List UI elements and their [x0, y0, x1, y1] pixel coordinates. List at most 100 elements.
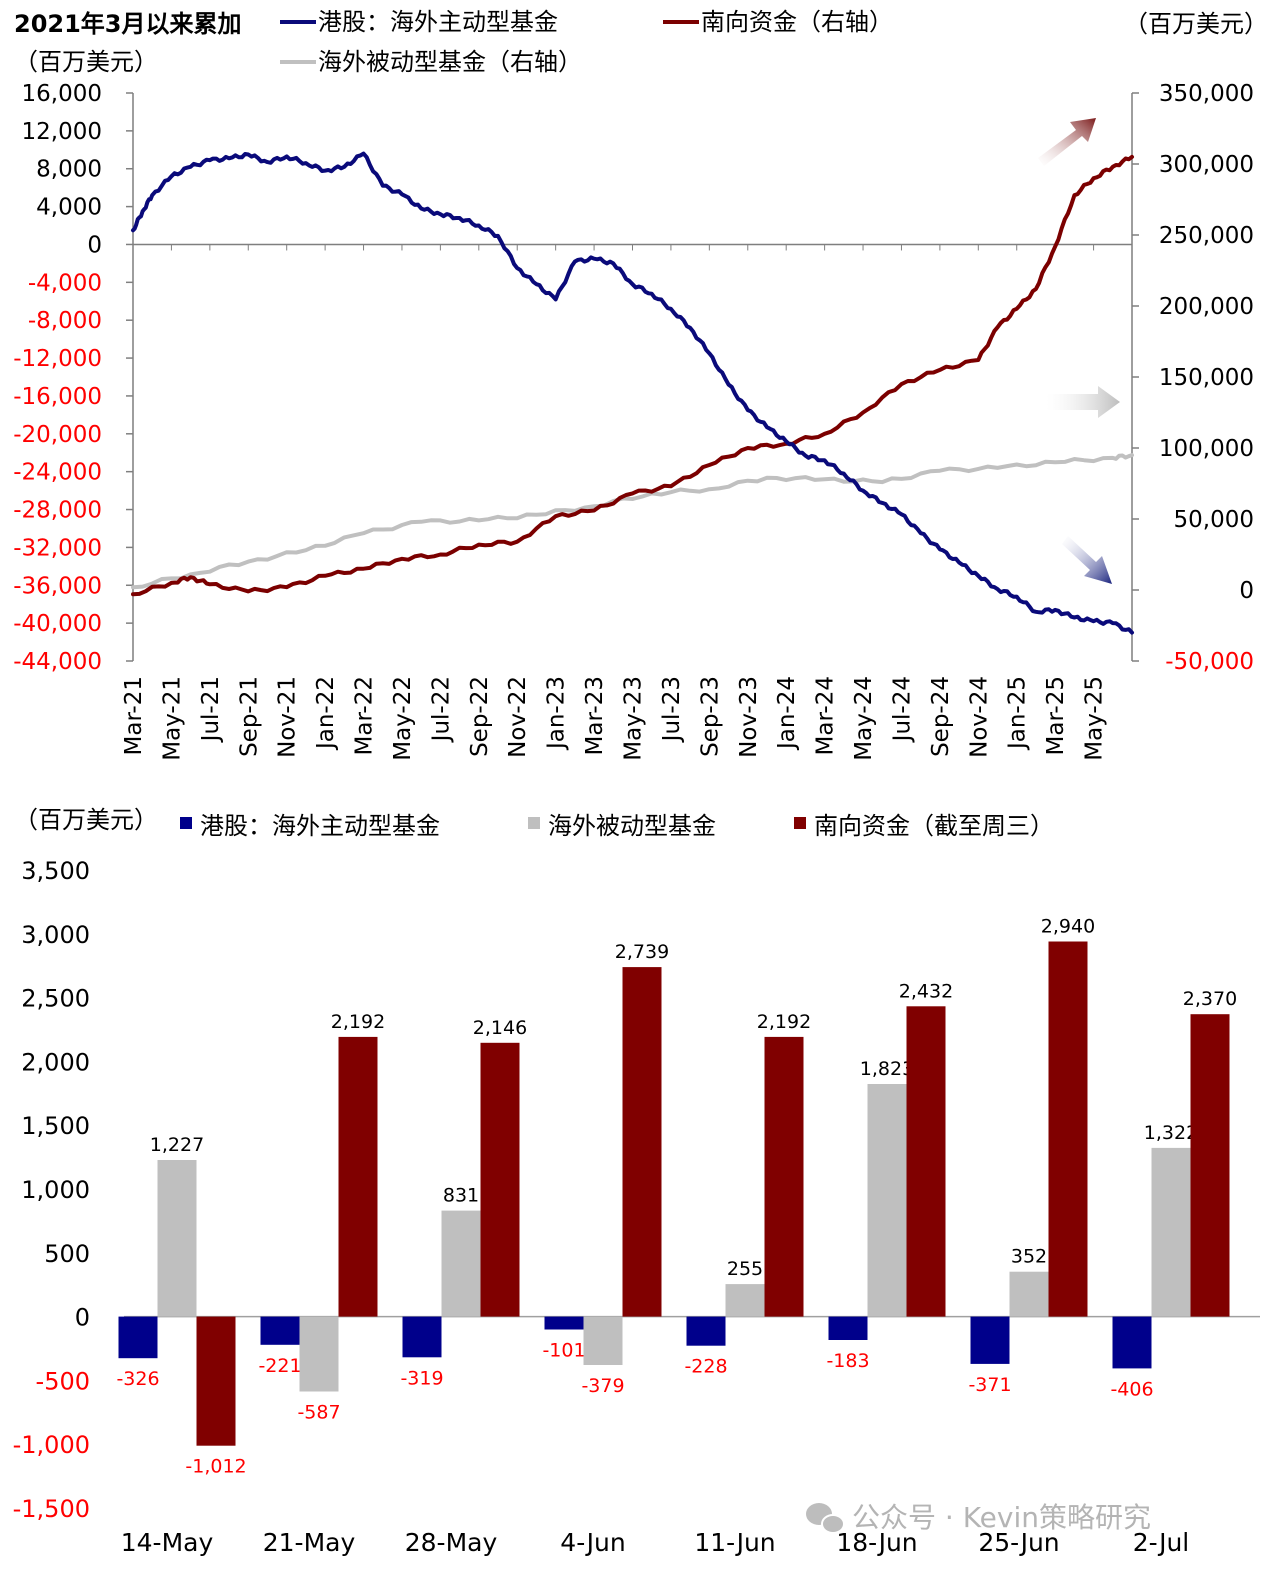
x-tick-label: Jul-23 [659, 676, 685, 743]
bar-y-tick-label: 3,000 [21, 921, 90, 949]
bar-category-label: 2-Jul [1133, 1528, 1189, 1557]
line-series [131, 151, 1134, 635]
x-tick-label: Nov-22 [505, 676, 531, 758]
x-tick-label: Jul-22 [428, 676, 454, 743]
x-tick-label: Sep-21 [236, 676, 262, 757]
x-tick-label: Jan-25 [1005, 676, 1031, 751]
left-tick-label: 4,000 [36, 195, 102, 221]
trend-arrows [1038, 118, 1120, 584]
watermark: 公众号 · Kevin策略研究 [806, 1501, 1151, 1534]
left-tick-label: -4,000 [28, 270, 102, 296]
down-arrow-icon [1062, 536, 1112, 584]
left-tick-label: -28,000 [13, 498, 102, 524]
bar-y-tick-label: 1,500 [21, 1112, 90, 1140]
bar-y-tick-label: 2,000 [21, 1048, 90, 1076]
left-tick-label: -16,000 [13, 384, 102, 410]
bar-category-label: 11-Jun [694, 1528, 775, 1557]
bar-passive [1009, 1271, 1049, 1317]
bar-value-label: -587 [297, 1402, 340, 1424]
bar-y-tick-label: 2,500 [21, 985, 90, 1013]
bar-value-label: 1,322 [1144, 1122, 1198, 1144]
line-chart-title: 2021年3月以来累加 [14, 10, 242, 38]
x-tick-label: Jan-23 [544, 676, 570, 751]
bar-category-label: 21-May [263, 1528, 356, 1557]
left-axis-unit: （百万美元） [14, 48, 158, 76]
bar-y-tick-label: 1,000 [21, 1176, 90, 1204]
bar-value-label: -228 [684, 1356, 727, 1378]
bar-passive [867, 1084, 907, 1317]
bar-category-label: 25-Jun [978, 1528, 1059, 1557]
bar-value-label: -371 [968, 1374, 1011, 1396]
bar-value-label: 2,192 [757, 1011, 811, 1033]
bar-category-label: 4-Jun [560, 1528, 625, 1557]
x-tick-label: May-25 [1082, 676, 1108, 761]
bar-value-label: 1,823 [860, 1058, 914, 1080]
left-tick-label: -20,000 [13, 422, 102, 448]
bar-value-label: -319 [400, 1367, 443, 1389]
bar-passive [441, 1210, 481, 1317]
x-tick-label: Mar-25 [1043, 676, 1069, 756]
x-tick-label: Sep-22 [467, 676, 493, 757]
x-tick-label: Mar-23 [582, 676, 608, 756]
bar-passive [583, 1316, 623, 1365]
bar-passive [157, 1160, 197, 1317]
bar-value-label: -379 [581, 1375, 624, 1397]
bar-value-label: 2,940 [1041, 915, 1095, 937]
left-tick-label: -24,000 [13, 460, 102, 486]
right-tick-label: 300,000 [1159, 152, 1254, 178]
bar-active [402, 1316, 442, 1358]
left-tick-label: -12,000 [13, 346, 102, 372]
bar-legend-swatch-active [180, 817, 192, 829]
bar-active [544, 1316, 584, 1330]
bar-southbound [906, 1006, 946, 1317]
x-tick-label: Sep-24 [928, 676, 954, 757]
bar-southbound [622, 967, 662, 1317]
bar-southbound [196, 1316, 236, 1446]
bar-value-label: 2,739 [615, 941, 669, 963]
bar-value-label: -221 [258, 1355, 301, 1377]
watermark-text: 公众号 · Kevin策略研究 [852, 1501, 1151, 1534]
x-tick-label: Jan-24 [774, 676, 800, 751]
bar-y-tick-label: -1,500 [13, 1495, 90, 1523]
right-tick-label: 200,000 [1159, 294, 1254, 320]
left-tick-label: -40,000 [13, 611, 102, 637]
legend-label-passive: 海外被动型基金（右轴） [318, 48, 582, 76]
x-tick-label: Nov-24 [966, 676, 992, 758]
bar-legend-label-southbound: 南向资金（截至周三） [814, 812, 1054, 840]
bar-value-label: 831 [443, 1185, 479, 1207]
x-tick-label: May-24 [851, 676, 877, 761]
bar-active [260, 1316, 300, 1345]
left-tick-label: 8,000 [36, 157, 102, 183]
right-tick-label: 150,000 [1159, 365, 1254, 391]
bar-value-label: 2,432 [899, 980, 953, 1002]
bar-value-label: 255 [727, 1258, 763, 1280]
bar-active [686, 1316, 726, 1346]
bar-y-tick-label: 0 [75, 1304, 90, 1332]
bar-value-label: -183 [826, 1350, 869, 1372]
left-tick-label: 12,000 [22, 119, 102, 145]
x-tick-label: Mar-24 [813, 676, 839, 756]
right-tick-label: 250,000 [1159, 223, 1254, 249]
x-tick-label: May-22 [390, 676, 416, 761]
up-arrow-icon [1038, 118, 1096, 166]
left-tick-label: 16,000 [22, 81, 102, 107]
bar-axes: 3,500 3,000 2,500 2,000 1,500 1,000 500 0 -500 -1… [13, 857, 1260, 1557]
bar-active [970, 1316, 1010, 1364]
bar-active [1112, 1316, 1152, 1369]
bar-chart-unit: （百万美元） [14, 806, 158, 834]
line-chart: 2021年3月以来累加 （百万美元） （百万美元） 港股：海外主动型基金 南向资… [13, 8, 1268, 761]
right-tick-label: 50,000 [1174, 507, 1254, 533]
x-tick-label: Jul-24 [889, 676, 915, 743]
bar-legend-swatch-passive [528, 817, 540, 829]
bar-passive [299, 1316, 339, 1392]
x-tick-label: Jan-22 [313, 676, 339, 751]
left-tick-label: -44,000 [13, 649, 102, 675]
bar-southbound [338, 1036, 378, 1317]
series-line-southbound [131, 154, 1134, 597]
series-line-active-funds [131, 151, 1134, 635]
bar-value-label: 2,370 [1183, 988, 1237, 1010]
bar-legend-label-passive: 海外被动型基金 [548, 812, 716, 840]
bar-value-label: -101 [542, 1339, 585, 1361]
bar-legend-label-active: 港股：海外主动型基金 [200, 812, 440, 840]
